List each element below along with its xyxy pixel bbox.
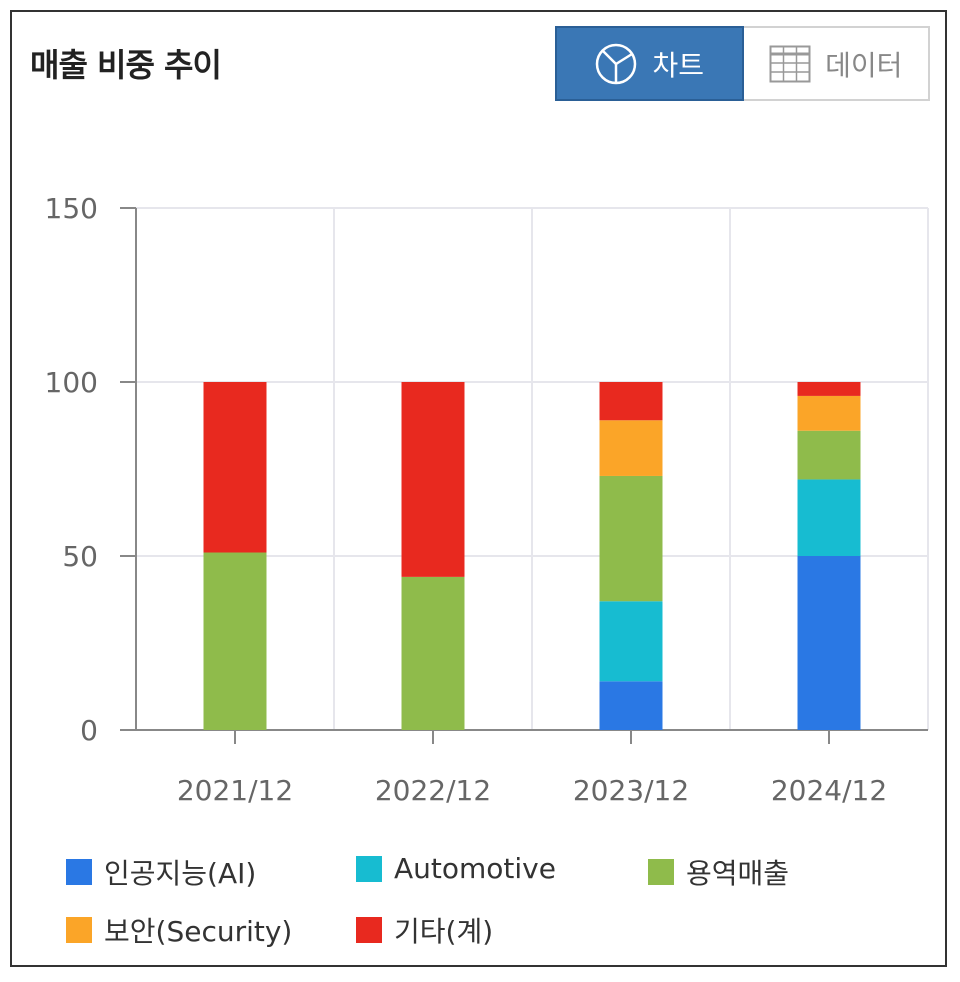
bar-other-1 [401, 382, 465, 577]
bar-security-3 [797, 395, 861, 431]
y-tick-label-150: 150 [45, 192, 98, 225]
y-tick-label-100: 100 [45, 366, 98, 399]
bar-service-2 [599, 475, 663, 602]
legend-label-security: 보안(Security) [104, 915, 293, 948]
y-tick-label-0: 0 [80, 714, 98, 747]
data-view-button[interactable]: 데이터 [743, 26, 930, 101]
bar-other-3 [797, 382, 861, 396]
view-toggle: 차트 데이터 [555, 26, 930, 101]
legend-swatch-service [648, 859, 674, 885]
legend-item-other[interactable]: 기타(계) [356, 910, 493, 950]
bar-service-1 [401, 576, 465, 730]
bar-security-2 [599, 420, 663, 476]
legend-label-other: 기타(계) [394, 915, 494, 948]
bar-ai-3 [797, 556, 861, 730]
x-tick-label-1: 2022/12 [375, 774, 491, 807]
bar-other-0 [203, 382, 267, 553]
bar-other-2 [599, 382, 663, 421]
table-grid-icon [769, 45, 811, 82]
x-tick-label-3: 2024/12 [771, 774, 887, 807]
bar-service-0 [203, 552, 267, 730]
y-tick-label-50: 50 [62, 540, 98, 573]
data-view-label: 데이터 [825, 48, 903, 82]
legend-label-automotive: Automotive [394, 852, 556, 885]
legend-swatch-security [66, 917, 92, 943]
page-title: 매출 비중 추이 [30, 46, 222, 84]
bar-ai-2 [599, 681, 663, 730]
legend-swatch-other [356, 917, 382, 943]
chart-view-button[interactable]: 차트 [555, 26, 744, 101]
pie-chart-icon [596, 43, 637, 84]
bar-automotive-3 [797, 479, 861, 556]
bar-service-3 [797, 430, 861, 480]
legend-swatch-automotive [356, 855, 382, 882]
chart-panel [10, 10, 947, 967]
x-tick-label-2: 2023/12 [573, 774, 689, 807]
legend-label-service: 용역매출 [686, 857, 790, 890]
legend-swatch-ai [66, 859, 92, 885]
stacked-bar-chart: 0 50 100 150 2021/12 2022/12 2023/12 2024/12 [45, 192, 929, 807]
x-tick-label-0: 2021/12 [177, 774, 293, 807]
legend-item-service[interactable]: 용역매출 [648, 852, 789, 892]
legend-label-ai: 인공지능(AI) [104, 857, 257, 890]
bar-automotive-2 [599, 601, 663, 682]
legend-item-security[interactable]: 보안(Security) [66, 910, 292, 950]
legend-item-ai[interactable]: 인공지능(AI) [66, 852, 256, 892]
legend-item-automotive[interactable]: Automotive [356, 852, 556, 885]
chart-view-label: 차트 [652, 48, 705, 82]
